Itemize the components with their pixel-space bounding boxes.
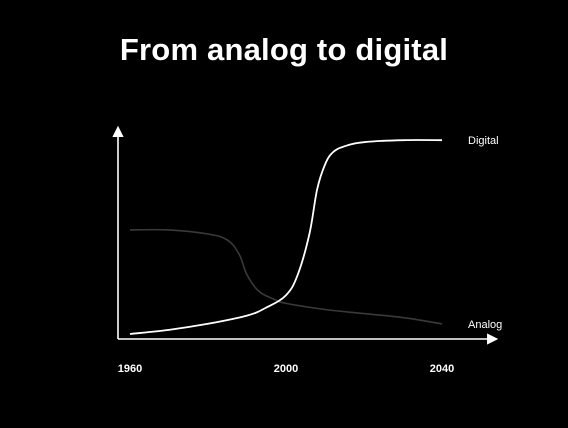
series-label-digital: Digital	[468, 135, 499, 147]
series-layer	[129, 139, 443, 335]
x-tick-label: 2040	[430, 363, 454, 375]
x-tick-label: 1960	[118, 363, 142, 375]
series-label-analog: Analog	[468, 319, 502, 331]
x-tick-label: 2000	[274, 363, 298, 375]
slide-title: From analog to digital	[119, 32, 449, 67]
series-line-digital	[129, 139, 443, 335]
x-tick-labels: 1960 2000 2040	[118, 363, 454, 375]
series-labels: Analog Digital	[468, 135, 502, 331]
series-line-analog	[129, 228, 443, 325]
